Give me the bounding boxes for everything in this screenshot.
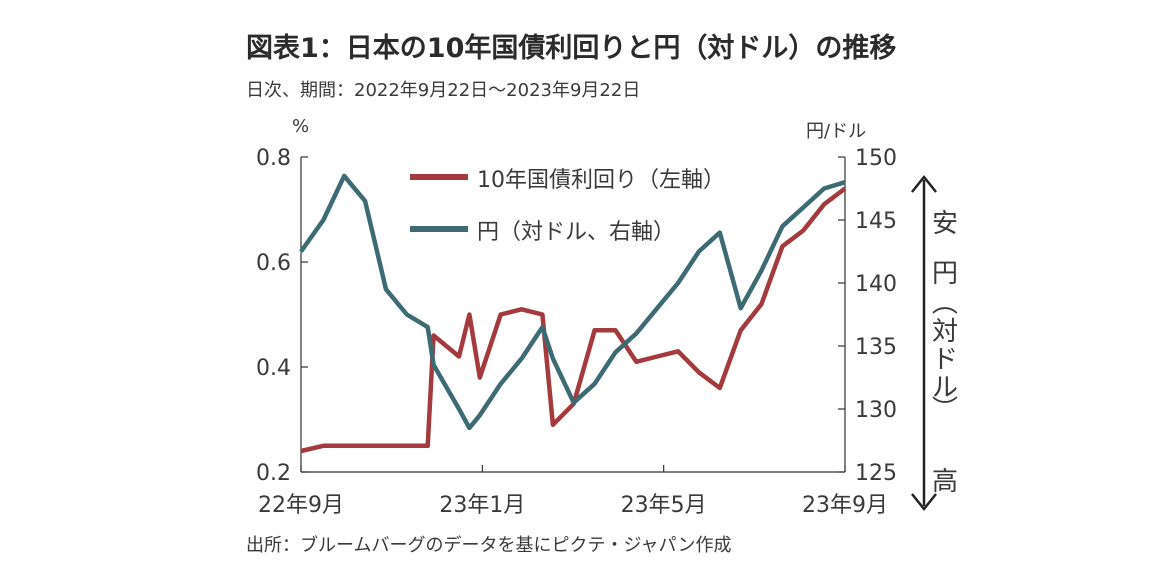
yen-label-char-6: ）	[928, 395, 958, 421]
yen-label-char-1: 円	[932, 259, 958, 289]
arrow-up-head	[911, 174, 937, 193]
yen-series-line	[299, 173, 846, 431]
yen-label-char-3: 対	[932, 317, 958, 347]
right-tick-label: 140	[855, 272, 897, 297]
legend: 10年国債利回り（左軸） 円（対ドル、右軸）	[410, 168, 725, 245]
yen-weak-label: 安	[932, 209, 958, 239]
right-tick-label: 135	[855, 335, 897, 360]
yen-direction-annotation: 安 円 （ 対 ド ル ） 高	[911, 174, 958, 512]
left-tick-label: 0.8	[256, 146, 291, 171]
x-tick-label: 23年9月	[802, 493, 888, 518]
left-tick-label: 0.6	[256, 251, 291, 276]
yen-strong-label: 高	[932, 467, 958, 497]
x-tick-label: 22年9月	[258, 493, 344, 518]
right-tick-label: 130	[855, 398, 897, 423]
right-tick-label: 145	[855, 209, 897, 234]
right-tick-label: 125	[855, 461, 897, 486]
left-axis-unit: %	[292, 116, 309, 137]
left-tick-label: 0.2	[256, 461, 291, 486]
yen-label-char-2: （	[928, 289, 958, 315]
legend-label-yield: 10年国債利回り（左軸）	[477, 168, 725, 193]
source-note: 出所：ブルームバーグのデータを基にピクテ・ジャパン作成	[246, 535, 732, 556]
left-tick-label: 0.4	[256, 356, 291, 381]
chart-title: 図表1：日本の10年国債利回りと円（対ドル）の推移	[246, 33, 897, 64]
arrow-down-head	[911, 493, 937, 512]
x-tick-label: 23年1月	[439, 493, 525, 518]
right-tick-label: 150	[855, 146, 897, 171]
chart-subtitle: 日次、期間：2022年9月22日～2023年9月22日	[246, 80, 641, 101]
x-tick-label: 23年5月	[621, 493, 707, 518]
yen-label-char-4: ド	[932, 345, 958, 375]
yen-label-char-5: ル	[932, 373, 958, 403]
yield-series-line	[300, 186, 847, 454]
right-axis-unit: 円/ドル	[806, 121, 866, 142]
legend-label-yen: 円（対ドル、右軸）	[477, 220, 675, 245]
